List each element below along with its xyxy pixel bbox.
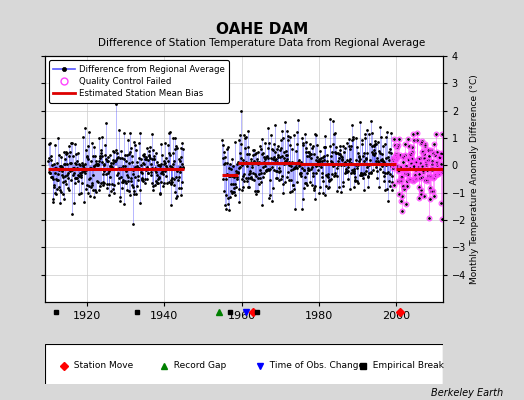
Text: Record Gap: Record Gap [168, 362, 226, 370]
FancyBboxPatch shape [45, 344, 443, 388]
Text: Difference of Station Temperature Data from Regional Average: Difference of Station Temperature Data f… [99, 38, 425, 48]
Text: Time of Obs. Change: Time of Obs. Change [264, 362, 364, 370]
Text: Station Move: Station Move [69, 362, 134, 370]
Text: Empirical Break: Empirical Break [367, 362, 444, 370]
Text: Berkeley Earth: Berkeley Earth [431, 388, 503, 398]
Legend: Difference from Regional Average, Quality Control Failed, Estimated Station Mean: Difference from Regional Average, Qualit… [49, 60, 229, 103]
Text: OAHE DAM: OAHE DAM [216, 22, 308, 37]
Y-axis label: Monthly Temperature Anomaly Difference (°C): Monthly Temperature Anomaly Difference (… [471, 74, 479, 284]
